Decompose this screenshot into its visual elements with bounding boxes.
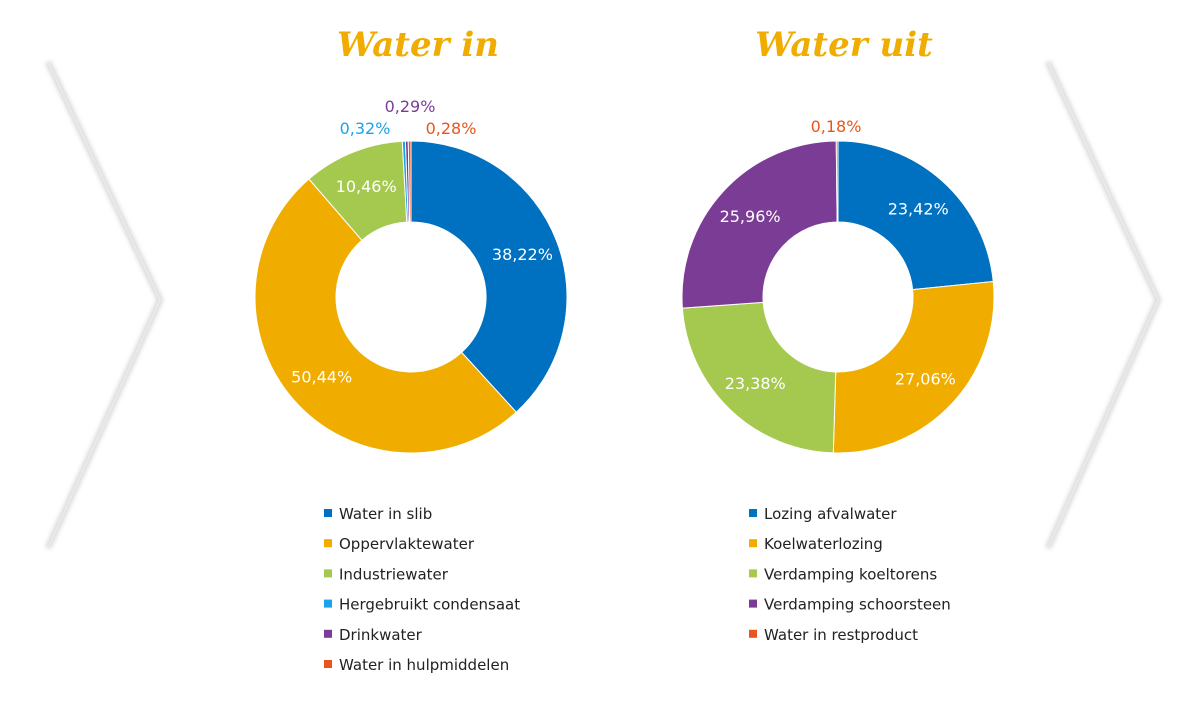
- slice-water-in-hulpmiddelen: [407, 140, 412, 223]
- legend-swatch-verdamping-koeltorens: [749, 569, 757, 578]
- slice-lozing-afvalwater: [837, 140, 994, 291]
- data-label-water-in-slib: 38,22%: [492, 245, 553, 264]
- data-label-water-in-restproduct: 0,18%: [811, 117, 862, 136]
- water-uit-chart: Water uit 23,42% 27,06% 23,38% 25,96% 0,18% Lo…: [681, 25, 995, 644]
- legend-label-oppervlaktewater: Oppervlaktewater: [339, 535, 475, 553]
- data-label-lozing-afvalwater: 23,42%: [888, 199, 949, 218]
- right-chevron-decoration: [1045, 60, 1162, 550]
- legend-swatch-oppervlaktewater: [324, 539, 332, 548]
- slice-water-in-slib: [410, 140, 568, 413]
- legend-label-industriewater: Industriewater: [339, 565, 449, 583]
- legend-label-verdamping-koeltorens: Verdamping koeltorens: [764, 565, 937, 583]
- data-label-verdamping-schoorsteen: 25,96%: [720, 207, 781, 226]
- water-in-chart: Water in 38,22% 50,44% 10,46% 0,32% 0,29% 0,28…: [254, 25, 568, 674]
- data-label-verdamping-koeltorens: 23,38%: [725, 374, 786, 393]
- left-chevron-decoration: [45, 60, 164, 550]
- legend-label-lozing-afvalwater: Lozing afvalwater: [764, 505, 897, 523]
- legend-swatch-water-in-hulpmiddelen: [324, 660, 332, 668]
- legend-label-water-in-restproduct: Water in restproduct: [764, 626, 918, 644]
- data-label-koelwaterlozing: 27,06%: [895, 370, 956, 389]
- legend-label-water-in-slib: Water in slib: [339, 505, 432, 523]
- slice-koelwaterlozing: [832, 280, 995, 454]
- legend-label-hergebruikt-condensaat: Hergebruikt condensaat: [339, 596, 520, 614]
- legend-swatch-lozing-afvalwater: [749, 509, 757, 517]
- chart-title: Water in: [337, 25, 499, 65]
- chart-title: Water uit: [755, 25, 933, 65]
- slice-water-in-restproduct: [835, 140, 839, 223]
- legend-swatch-water-in-slib: [324, 509, 332, 517]
- data-label-water-in-hulpmiddelen: 0,28%: [426, 119, 477, 138]
- data-label-hergebruikt-condensaat: 0,32%: [340, 119, 391, 138]
- slice-verdamping-koeltorens: [681, 301, 837, 454]
- slice-verdamping-schoorsteen: [681, 140, 838, 309]
- data-label-oppervlaktewater: 50,44%: [291, 367, 352, 386]
- legend-swatch-verdamping-schoorsteen: [749, 599, 757, 608]
- data-label-drinkwater: 0,29%: [385, 97, 436, 116]
- legend-swatch-hergebruikt-condensaat: [324, 599, 332, 608]
- legend-swatch-industriewater: [324, 569, 332, 578]
- legend-label-verdamping-schoorsteen: Verdamping schoorsteen: [764, 596, 951, 614]
- data-label-industriewater: 10,46%: [336, 177, 397, 196]
- legend-label-drinkwater: Drinkwater: [339, 626, 423, 644]
- legend-swatch-water-in-restproduct: [749, 629, 757, 638]
- legend-label-water-in-hulpmiddelen: Water in hulpmiddelen: [339, 656, 509, 674]
- legend-label-koelwaterlozing: Koelwaterlozing: [764, 535, 883, 553]
- legend-swatch-koelwaterlozing: [749, 539, 757, 548]
- slice-oppervlaktewater: [254, 178, 517, 454]
- legend-swatch-drinkwater: [324, 629, 332, 638]
